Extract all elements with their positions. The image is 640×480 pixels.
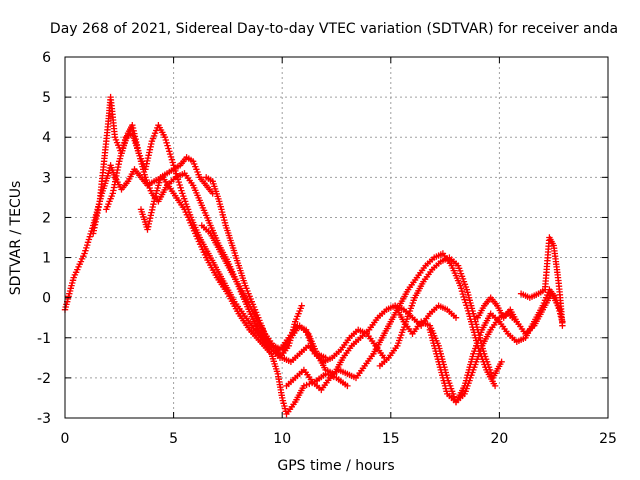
data-point xyxy=(144,226,151,233)
data-point xyxy=(81,250,88,257)
x-axis-label: GPS time / hours xyxy=(277,458,394,474)
y-tick-label: 2 xyxy=(42,210,51,226)
data-point xyxy=(83,244,90,252)
data-point xyxy=(458,285,465,292)
data-point xyxy=(150,201,157,208)
data-point xyxy=(168,156,176,163)
data-point xyxy=(175,178,182,186)
data-point xyxy=(161,134,169,141)
y-tick-label: -3 xyxy=(37,411,51,427)
data-point xyxy=(148,209,155,216)
data-point xyxy=(148,140,155,148)
data-point xyxy=(491,382,499,390)
data-point xyxy=(149,203,156,211)
series-2 xyxy=(90,93,273,353)
data-point xyxy=(498,358,505,365)
y-axis-label: SDTVAR / TECUs xyxy=(8,181,24,296)
data-point xyxy=(298,302,305,309)
data-point xyxy=(84,239,92,246)
x-tick-label: 0 xyxy=(61,431,70,447)
data-point xyxy=(146,215,154,222)
data-point xyxy=(169,159,176,166)
chart-title: Day 268 of 2021, Sidereal Day-to-day VTE… xyxy=(50,21,618,37)
data-point xyxy=(452,314,460,321)
data-point xyxy=(164,142,171,149)
data-point xyxy=(129,122,136,129)
data-point xyxy=(165,145,172,152)
data-point xyxy=(146,146,154,153)
y-tick-label: -2 xyxy=(37,371,51,387)
y-tick-label: 3 xyxy=(42,170,51,186)
grid xyxy=(65,57,608,418)
data-point xyxy=(144,157,151,165)
data-point xyxy=(163,139,170,146)
series-1 xyxy=(61,162,351,418)
series-8 xyxy=(283,250,499,394)
x-tick-label: 5 xyxy=(169,431,178,447)
series-4 xyxy=(137,154,216,233)
series-11 xyxy=(426,286,566,406)
data-point xyxy=(177,184,184,191)
x-tick-label: 10 xyxy=(273,431,291,447)
x-tick-label: 15 xyxy=(382,431,400,447)
y-tick-label: 5 xyxy=(42,90,51,106)
axis-ticks: 0 5 10 15 20 25 -3 -2 -1 0 1 2 3 4 5 6 xyxy=(37,50,617,447)
data-point xyxy=(85,236,93,243)
data-point xyxy=(145,220,152,228)
data-point xyxy=(178,187,185,194)
data-point xyxy=(86,233,93,240)
data-point xyxy=(458,288,466,295)
y-tick-label: 4 xyxy=(42,130,51,146)
data-point xyxy=(344,382,351,390)
data-point xyxy=(459,290,467,298)
data-point xyxy=(559,322,566,329)
data-point xyxy=(82,247,89,254)
data-point xyxy=(513,318,520,325)
data-point xyxy=(176,181,183,189)
y-tick-label: 1 xyxy=(42,251,51,267)
data-point xyxy=(166,148,173,155)
data-point xyxy=(306,380,313,388)
series-line xyxy=(64,164,348,415)
data-point xyxy=(457,282,464,289)
data-point xyxy=(162,136,169,144)
y-tick-label: 0 xyxy=(42,291,51,307)
data-point xyxy=(145,152,152,159)
x-tick-label: 20 xyxy=(490,431,508,447)
data-point xyxy=(460,293,467,301)
plot-area xyxy=(61,93,566,418)
data-point xyxy=(84,241,91,249)
data-point xyxy=(167,153,175,161)
data-point xyxy=(166,150,174,158)
y-tick-label: -1 xyxy=(37,331,51,347)
series-12 xyxy=(474,294,520,325)
series-13 xyxy=(517,234,566,329)
plot-frame xyxy=(64,56,609,419)
x-tick-label: 25 xyxy=(599,431,617,447)
y-tick-label: 6 xyxy=(42,50,51,66)
